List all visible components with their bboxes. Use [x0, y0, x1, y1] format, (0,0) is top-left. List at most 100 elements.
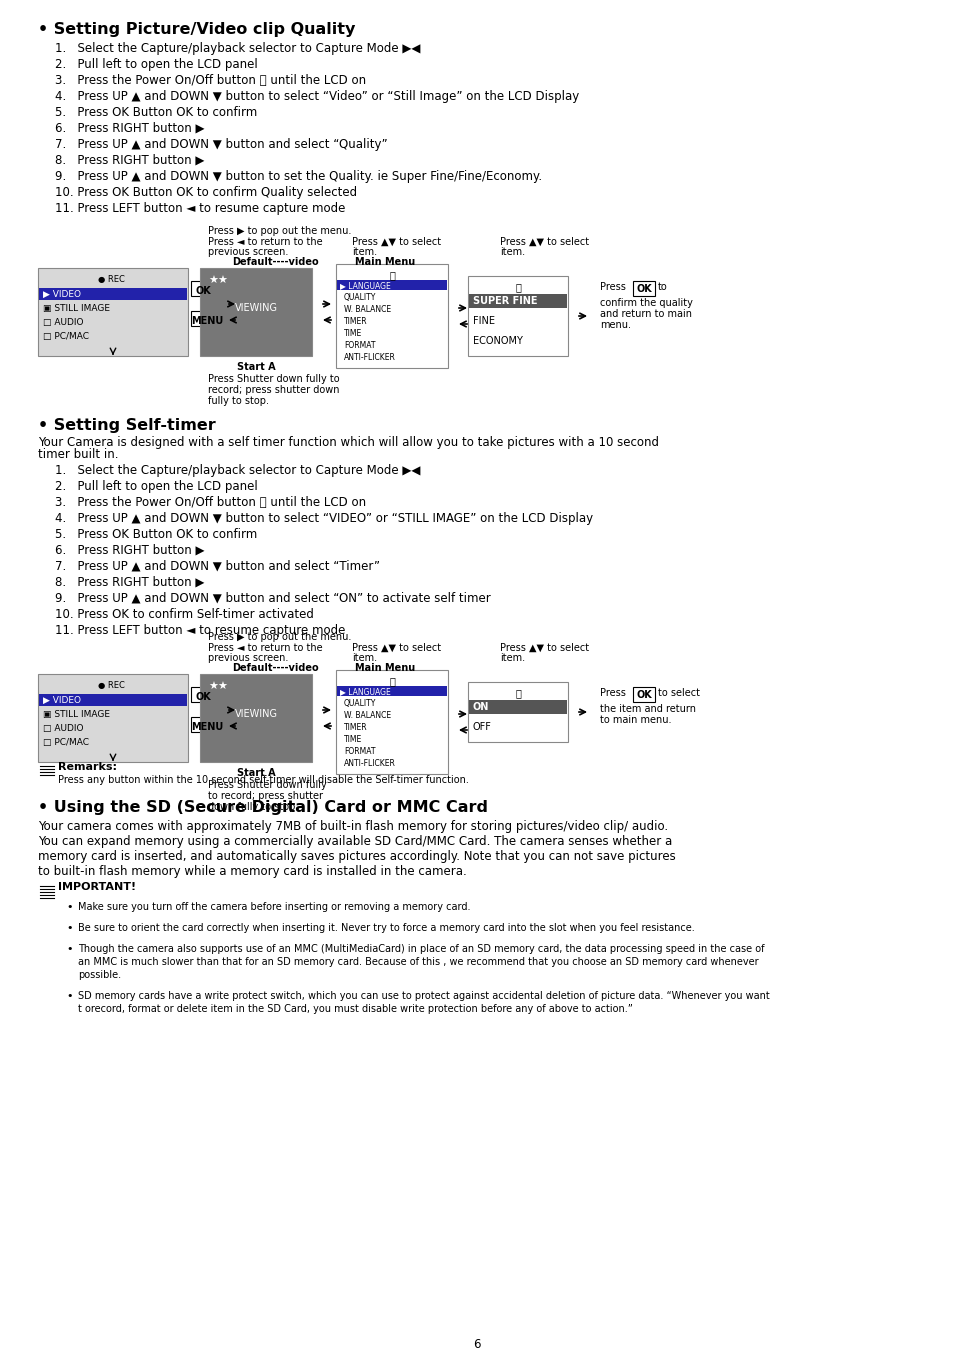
- Text: Press ▶ to pop out the menu.: Press ▶ to pop out the menu.: [208, 225, 351, 236]
- FancyBboxPatch shape: [468, 275, 567, 356]
- Text: ⚿: ⚿: [389, 270, 395, 279]
- Text: Your camera comes with approximately 7MB of built-in flash memory for storing pi: Your camera comes with approximately 7MB…: [38, 819, 667, 833]
- Text: •: •: [66, 991, 72, 1000]
- Text: Remarks:: Remarks:: [58, 761, 117, 772]
- FancyBboxPatch shape: [191, 717, 223, 732]
- Text: ▣ STILL IMAGE: ▣ STILL IMAGE: [43, 304, 110, 313]
- Text: Press: Press: [599, 282, 625, 292]
- Text: 4.   Press UP ▲ and DOWN ▼ button to select “Video” or “Still Image” on the LCD : 4. Press UP ▲ and DOWN ▼ button to selec…: [55, 90, 578, 103]
- Text: Start A: Start A: [236, 362, 275, 373]
- Text: W. BALANCE: W. BALANCE: [344, 711, 391, 720]
- Text: ▶ LANGUAGE: ▶ LANGUAGE: [339, 687, 391, 697]
- Text: ⚿: ⚿: [515, 282, 520, 292]
- FancyBboxPatch shape: [633, 687, 655, 702]
- Text: 6: 6: [473, 1338, 480, 1350]
- Text: ▶ VIDEO: ▶ VIDEO: [43, 290, 81, 298]
- Text: Press ▶ to pop out the menu.: Press ▶ to pop out the menu.: [208, 632, 351, 643]
- Text: ECONOMY: ECONOMY: [473, 336, 522, 346]
- Text: TIME: TIME: [344, 734, 362, 744]
- Text: IMPORTANT!: IMPORTANT!: [58, 882, 136, 892]
- Text: ANTI-FLICKER: ANTI-FLICKER: [344, 352, 395, 362]
- Text: 3.   Press the Power On/Off button ⏻ until the LCD on: 3. Press the Power On/Off button ⏻ until…: [55, 495, 366, 509]
- FancyBboxPatch shape: [468, 682, 567, 742]
- Text: Main Menu: Main Menu: [355, 256, 415, 267]
- Text: timer built in.: timer built in.: [38, 448, 118, 460]
- Text: ▶ VIDEO: ▶ VIDEO: [43, 697, 81, 705]
- Text: ● REC: ● REC: [98, 680, 125, 690]
- Text: Press ▲▼ to select: Press ▲▼ to select: [499, 238, 589, 247]
- Text: possible.: possible.: [78, 971, 121, 980]
- Text: Be sure to orient the card correctly when inserting it. Never try to force a mem: Be sure to orient the card correctly whe…: [78, 923, 694, 933]
- Text: Start A: Start A: [236, 768, 275, 778]
- FancyBboxPatch shape: [336, 279, 447, 290]
- Text: Though the camera also supports use of an MMC (MultiMediaCard) in place of an SD: Though the camera also supports use of a…: [78, 944, 763, 954]
- FancyBboxPatch shape: [469, 701, 566, 714]
- Text: OK: OK: [195, 286, 211, 296]
- Text: □ AUDIO: □ AUDIO: [43, 319, 84, 327]
- Text: to: to: [658, 282, 667, 292]
- Text: 10. Press OK to confirm Self-timer activated: 10. Press OK to confirm Self-timer activ…: [55, 608, 314, 621]
- FancyBboxPatch shape: [39, 694, 187, 706]
- Text: 9.   Press UP ▲ and DOWN ▼ button and select “ON” to activate self timer: 9. Press UP ▲ and DOWN ▼ button and sele…: [55, 593, 490, 605]
- Text: Default----video: Default----video: [232, 663, 318, 674]
- Text: MENU: MENU: [191, 316, 223, 325]
- Text: TIME: TIME: [344, 329, 362, 338]
- Text: Make sure you turn off the camera before inserting or removing a memory card.: Make sure you turn off the camera before…: [78, 902, 470, 913]
- FancyBboxPatch shape: [38, 674, 188, 761]
- Text: t orecord, format or delete item in the SD Card, you must disable write protecti: t orecord, format or delete item in the …: [78, 1004, 632, 1014]
- Text: 6.   Press RIGHT button ▶: 6. Press RIGHT button ▶: [55, 122, 204, 135]
- Text: •: •: [66, 902, 72, 913]
- Text: OFF: OFF: [473, 722, 492, 732]
- Text: 1.   Select the Capture/playback selector to Capture Mode ▶◀: 1. Select the Capture/playback selector …: [55, 42, 420, 55]
- Text: 4.   Press UP ▲ and DOWN ▼ button to select “VIDEO” or “STILL IMAGE” on the LCD : 4. Press UP ▲ and DOWN ▼ button to selec…: [55, 512, 593, 525]
- Text: down fully to stop.: down fully to stop.: [208, 802, 298, 811]
- Text: •: •: [66, 944, 72, 954]
- Text: ON: ON: [473, 702, 489, 711]
- Text: to record; press shutter: to record; press shutter: [208, 791, 323, 801]
- Text: OK: OK: [636, 284, 651, 294]
- Text: item.: item.: [499, 653, 524, 663]
- Text: □ PC/MAC: □ PC/MAC: [43, 738, 89, 747]
- Text: previous screen.: previous screen.: [208, 653, 288, 663]
- Text: • Setting Self-timer: • Setting Self-timer: [38, 418, 215, 433]
- Text: □ PC/MAC: □ PC/MAC: [43, 332, 89, 342]
- Text: 10. Press OK Button OK to confirm Quality selected: 10. Press OK Button OK to confirm Qualit…: [55, 186, 356, 198]
- FancyBboxPatch shape: [335, 265, 448, 369]
- Text: 8.   Press RIGHT button ▶: 8. Press RIGHT button ▶: [55, 576, 204, 589]
- Text: Press ▲▼ to select: Press ▲▼ to select: [499, 643, 589, 653]
- Text: item.: item.: [352, 653, 376, 663]
- Text: FINE: FINE: [473, 316, 495, 325]
- FancyBboxPatch shape: [200, 269, 312, 356]
- Text: 11. Press LEFT button ◄ to resume capture mode: 11. Press LEFT button ◄ to resume captur…: [55, 202, 345, 215]
- Text: Press ▲▼ to select: Press ▲▼ to select: [352, 238, 440, 247]
- Text: SD memory cards have a write protect switch, which you can use to protect agains: SD memory cards have a write protect swi…: [78, 991, 769, 1000]
- Text: TIMER: TIMER: [344, 317, 367, 325]
- Text: fully to stop.: fully to stop.: [208, 396, 269, 406]
- Text: Press ◄ to return to the: Press ◄ to return to the: [208, 643, 322, 653]
- FancyBboxPatch shape: [633, 281, 655, 296]
- Text: VIEWING: VIEWING: [234, 302, 277, 313]
- Text: menu.: menu.: [599, 320, 630, 329]
- Text: W. BALANCE: W. BALANCE: [344, 305, 391, 315]
- Text: VIEWING: VIEWING: [234, 709, 277, 720]
- Text: the item and return: the item and return: [599, 703, 696, 714]
- FancyBboxPatch shape: [335, 670, 448, 774]
- Text: and return to main: and return to main: [599, 309, 691, 319]
- Text: confirm the quality: confirm the quality: [599, 298, 692, 308]
- Text: 1.   Select the Capture/playback selector to Capture Mode ▶◀: 1. Select the Capture/playback selector …: [55, 464, 420, 477]
- Text: 9.   Press UP ▲ and DOWN ▼ button to set the Quality. ie Super Fine/Fine/Economy: 9. Press UP ▲ and DOWN ▼ button to set t…: [55, 170, 541, 184]
- Text: 7.   Press UP ▲ and DOWN ▼ button and select “Quality”: 7. Press UP ▲ and DOWN ▼ button and sele…: [55, 138, 387, 151]
- Text: to main menu.: to main menu.: [599, 716, 671, 725]
- Text: an MMC is much slower than that for an SD memory card. Because of this , we reco: an MMC is much slower than that for an S…: [78, 957, 758, 967]
- Text: 2.   Pull left to open the LCD panel: 2. Pull left to open the LCD panel: [55, 481, 257, 493]
- FancyBboxPatch shape: [336, 686, 447, 697]
- Text: 3.   Press the Power On/Off button ⏻ until the LCD on: 3. Press the Power On/Off button ⏻ until…: [55, 74, 366, 86]
- Text: MENU: MENU: [191, 722, 223, 732]
- Text: □ AUDIO: □ AUDIO: [43, 724, 84, 733]
- Text: FORMAT: FORMAT: [344, 342, 375, 350]
- Text: FORMAT: FORMAT: [344, 747, 375, 756]
- Text: memory card is inserted, and automatically saves pictures accordingly. Note that: memory card is inserted, and automatical…: [38, 850, 675, 863]
- Text: ★★: ★★: [208, 275, 228, 286]
- Text: Default----video: Default----video: [232, 256, 318, 267]
- Text: 6.   Press RIGHT button ▶: 6. Press RIGHT button ▶: [55, 544, 204, 558]
